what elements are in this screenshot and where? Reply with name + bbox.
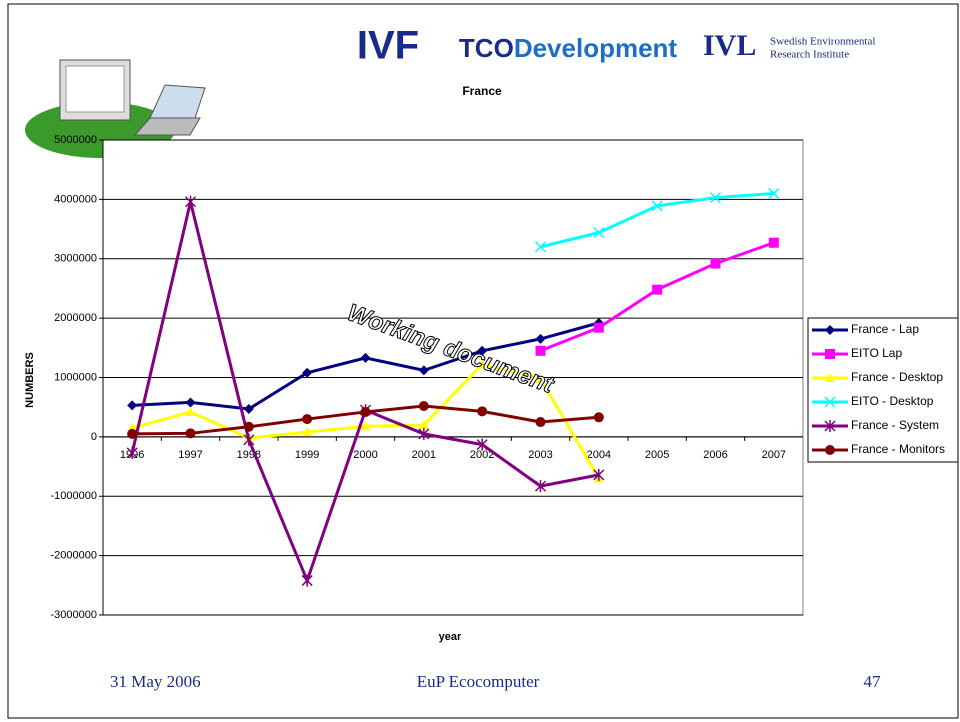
y-tick-label: 2000000 [54,312,97,324]
laptop-screen [149,84,206,119]
x-tick-label: 2001 [412,449,436,461]
y-tick-label: -3000000 [51,609,98,621]
marker [418,401,429,411]
marker [477,345,488,356]
y-axis-label: NUMBERS [24,352,36,408]
y-tick-label: 1000000 [54,371,97,383]
marker [825,349,835,359]
tco-logo-a: TCO [459,33,514,63]
marker [534,480,547,493]
legend-label: France - System [851,418,939,432]
marker [477,359,488,369]
legend-label: EITO - Desktop [851,394,934,408]
marker [593,468,605,481]
marker [127,428,138,439]
legend-label: EITO Lap [851,346,902,360]
ivl-logo: IVL [703,29,756,62]
x-tick-label: 2005 [645,449,669,461]
marker [652,284,663,295]
legend-label: France - Lap [851,322,919,336]
marker [185,428,196,439]
y-tick-label: 3000000 [54,253,97,265]
marker [360,352,371,363]
marker [535,333,546,344]
marker [243,421,254,432]
footer-page: 47 [864,672,882,691]
marker [185,397,196,408]
laptop-base [133,117,201,136]
marker [360,421,371,431]
series [535,237,779,356]
marker [184,195,197,208]
marker [302,367,313,378]
marker [593,227,605,239]
y-tick-label: -2000000 [51,550,98,562]
marker [824,396,836,408]
x-tick-label: 1997 [178,449,202,461]
marker [127,400,138,411]
marker [535,373,546,383]
x-tick-label: 2003 [528,449,552,461]
legend-label: France - Desktop [851,370,943,384]
marker [476,438,488,451]
marker [477,406,488,417]
marker [593,322,604,333]
tco-logo-b: Development [514,33,678,63]
marker [535,345,546,356]
ivf-logo: IVF [357,24,419,68]
x-tick-label: 2002 [470,449,494,461]
series [127,401,604,439]
marker [360,406,371,417]
x-tick-label: 2000 [353,449,377,461]
y-tick-label: 5000000 [54,134,97,146]
marker [768,187,780,199]
footer-date: 31 May 2006 [110,672,201,691]
tco-logo: TCODevelopment [459,33,677,63]
marker [825,445,835,455]
series [534,187,780,253]
ivl-line1: Swedish Environmental [770,36,875,48]
x-tick-label: 2004 [587,449,611,461]
marker [243,433,255,446]
series [127,359,604,483]
marker [126,446,138,459]
marker [768,237,779,248]
y-tick-label: 4000000 [54,193,97,205]
footer-title: EuP Ecocomputer [417,672,540,691]
y-tick-label: -1000000 [51,490,98,502]
legend-label: France - Monitors [851,442,945,456]
marker [302,414,313,425]
marker [535,417,546,428]
screen [65,65,125,113]
ivl-line2: Research Institute [770,49,849,61]
marker [824,420,836,432]
marker [418,365,429,376]
marker [302,427,313,437]
x-tick-label: 2006 [703,449,727,461]
marker [301,574,313,587]
marker [651,200,663,212]
marker [710,258,721,269]
x-axis-label: year [439,631,462,643]
marker [825,325,835,335]
legend-box [807,317,959,463]
x-tick-label: 1999 [295,449,319,461]
marker [709,192,722,204]
chart-title: France [462,84,502,98]
marker [243,403,254,414]
marker [825,373,835,382]
marker [418,420,429,429]
marker [593,412,604,423]
x-tick-label: 2007 [762,449,786,461]
marker [534,241,547,253]
marker [185,406,196,416]
y-tick-label: 0 [91,431,97,443]
marker [418,427,430,440]
